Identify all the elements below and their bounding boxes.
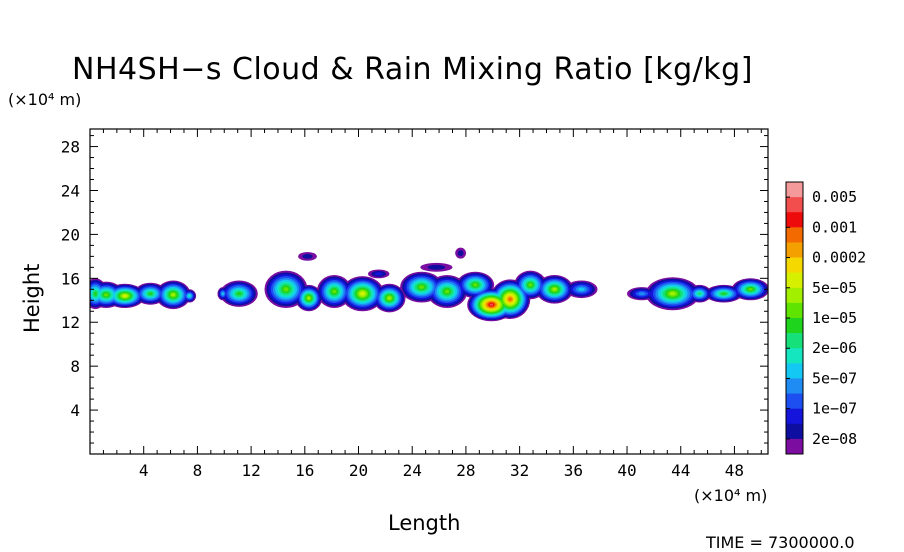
colorbar-swatch [786,212,803,228]
colorbar-label: 1e−07 [812,400,857,418]
x-unit-label: (×10⁴ m) [694,486,768,505]
contour-cell [171,293,176,297]
colorbar-swatch [786,378,803,394]
contour-cell [669,291,676,296]
x-tick-label: 44 [671,461,690,480]
contour-cell [387,296,392,300]
x-axis: 4 8 12 16 20 24 28 32 36 40 44 48 [102,129,762,480]
x-tick-label: 20 [349,461,368,480]
y-tick-label: 12 [61,313,80,332]
x-tick-label: 28 [456,461,475,480]
y-tick-label: 8 [70,357,80,376]
colorbar-label: 1e−05 [812,309,857,327]
colorbar-swatch [786,333,803,349]
contour-cell [748,288,753,291]
colorbar-label: 2e−06 [812,339,857,357]
contour-cell [93,291,97,296]
y-unit-label: (×10⁴ m) [8,90,82,109]
colorbar-swatch [786,272,803,289]
colorbar-label: 0.005 [812,188,857,206]
contour-cell [104,293,109,297]
x-tick-label: 12 [241,461,260,480]
contour-cell [307,296,311,300]
contour-cell [489,303,494,306]
colorbar-swatch [786,438,803,455]
colorbar-label: 0.0002 [812,249,866,267]
x-tick-label: 32 [510,461,529,480]
colorbar-swatch [786,393,803,409]
contour-cell [508,297,512,301]
colorbar-swatch [786,348,803,364]
colorbar-label: 5e−07 [812,369,857,387]
contour-cell [578,287,585,291]
y-tick-label: 28 [61,138,80,157]
colorbar-swatch [786,408,803,425]
contour-cell [427,264,446,270]
y-tick-label: 4 [70,401,80,420]
colorbar: 0.005 0.001 0.0002 5e−05 1e−05 2e−06 5e−07 1e−0… [785,181,866,455]
contour-cell [122,294,127,298]
x-tick-label: 16 [295,461,314,480]
colorbar-swatch [786,302,803,319]
contour-cell [721,292,727,295]
contour-cell [457,250,464,257]
contour-cell [221,292,224,296]
contour-cell [444,289,450,294]
contour-cell [419,285,425,289]
heatmap-field [90,247,768,322]
colorbar-swatch [786,197,803,213]
x-tick-label: 48 [725,461,744,480]
x-tick-label: 40 [617,461,636,480]
x-axis-title: Length [388,511,461,535]
x-tick-label: 24 [403,461,422,480]
contour-cell [638,292,646,296]
colorbar-swatch [786,363,803,379]
colorbar-swatch [786,242,803,258]
contour-cell [188,294,191,297]
x-tick-label: 36 [564,461,583,480]
colorbar-swatch [786,287,803,304]
y-axis: 4 8 12 16 20 24 28 [61,135,768,444]
contour-cell [148,292,153,296]
colorbar-swatch [786,318,803,334]
colorbar-swatch [786,257,803,273]
plot-frame [89,128,769,455]
contour-cell [360,292,365,296]
contour-cell [236,292,242,296]
chart-title: NH4SH−s Cloud & Rain Mixing Ratio [kg/kg… [72,52,753,87]
contour-cell [528,283,533,287]
colorbar-label: 2e−08 [812,430,857,448]
colorbar-swatch [786,227,803,243]
contour-cell [332,289,337,294]
contour-cell [697,292,702,296]
contour-cell [552,287,557,291]
colorbar-label: 5e−05 [812,279,857,297]
y-tick-label: 16 [61,269,80,288]
colorbar-swatch [786,423,803,440]
contour-cell [374,272,383,276]
contour-cell [302,254,313,259]
y-tick-label: 20 [61,225,80,244]
colorbar-swatch [786,182,803,198]
contour-cell [283,287,289,292]
y-tick-label: 24 [61,181,80,200]
contour-cell [473,283,478,287]
x-tick-label: 4 [139,461,149,480]
x-tick-label: 8 [193,461,203,480]
colorbar-label: 0.001 [812,218,857,236]
